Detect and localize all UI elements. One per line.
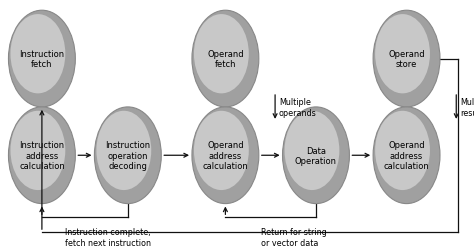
Ellipse shape xyxy=(94,107,161,204)
Ellipse shape xyxy=(10,15,65,94)
Text: Multiple
results: Multiple results xyxy=(460,98,474,117)
Text: Operand
store: Operand store xyxy=(388,50,425,69)
Ellipse shape xyxy=(10,111,65,190)
Ellipse shape xyxy=(375,15,430,94)
Ellipse shape xyxy=(373,107,440,204)
Ellipse shape xyxy=(9,107,75,204)
Text: Data
Operation: Data Operation xyxy=(295,146,337,165)
Ellipse shape xyxy=(194,15,249,94)
Ellipse shape xyxy=(96,111,151,190)
Ellipse shape xyxy=(194,111,249,190)
Text: Instruction complete,
fetch next instruction: Instruction complete, fetch next instruc… xyxy=(65,227,151,246)
Ellipse shape xyxy=(192,11,259,107)
Text: Return for string
or vector data: Return for string or vector data xyxy=(261,227,327,246)
Ellipse shape xyxy=(375,111,430,190)
Text: Multiple
operands: Multiple operands xyxy=(279,98,317,117)
Text: Operand
fetch: Operand fetch xyxy=(207,50,244,69)
Ellipse shape xyxy=(9,11,75,107)
Text: Instruction
operation
decoding: Instruction operation decoding xyxy=(105,141,150,170)
Text: Instruction
address
calculation: Instruction address calculation xyxy=(19,141,65,170)
Ellipse shape xyxy=(373,11,440,107)
Ellipse shape xyxy=(192,107,259,204)
Ellipse shape xyxy=(284,111,339,190)
Text: Operand
address
calculation: Operand address calculation xyxy=(383,141,429,170)
Ellipse shape xyxy=(283,107,349,204)
Text: Operand
address
calculation: Operand address calculation xyxy=(202,141,248,170)
Text: Instruction
fetch: Instruction fetch xyxy=(19,50,64,69)
